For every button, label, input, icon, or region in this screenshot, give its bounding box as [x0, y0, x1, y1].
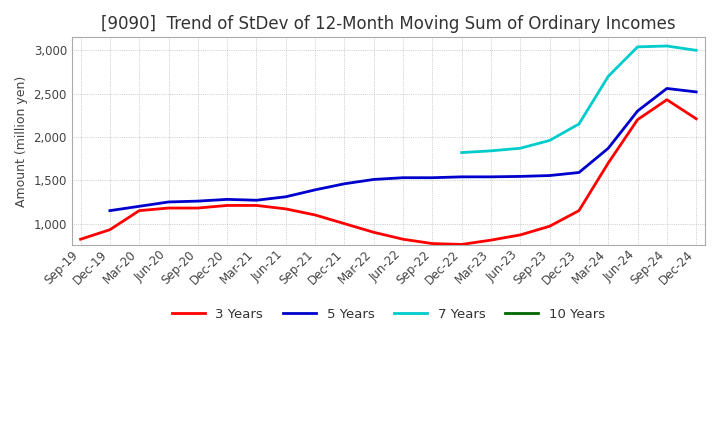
- 5 Years: [252, 198, 261, 203]
- 5 Years: [164, 199, 173, 205]
- 5 Years: [692, 89, 701, 95]
- 3 Years: [252, 203, 261, 208]
- 3 Years: [340, 221, 348, 226]
- 3 Years: [634, 117, 642, 122]
- 5 Years: [604, 146, 613, 151]
- Line: 7 Years: 7 Years: [462, 46, 696, 153]
- 3 Years: [662, 97, 671, 103]
- Legend: 3 Years, 5 Years, 7 Years, 10 Years: 3 Years, 5 Years, 7 Years, 10 Years: [166, 302, 610, 326]
- 5 Years: [457, 174, 466, 180]
- 5 Years: [194, 198, 202, 204]
- Line: 5 Years: 5 Years: [110, 88, 696, 211]
- 3 Years: [164, 205, 173, 211]
- 3 Years: [369, 230, 378, 235]
- 3 Years: [311, 213, 320, 218]
- 7 Years: [692, 48, 701, 53]
- 5 Years: [575, 170, 583, 175]
- 5 Years: [662, 86, 671, 91]
- Line: 3 Years: 3 Years: [81, 100, 696, 245]
- 3 Years: [692, 116, 701, 121]
- 5 Years: [282, 194, 290, 199]
- 3 Years: [106, 227, 114, 232]
- 5 Years: [135, 204, 143, 209]
- Title: [9090]  Trend of StDev of 12-Month Moving Sum of Ordinary Incomes: [9090] Trend of StDev of 12-Month Moving…: [101, 15, 675, 33]
- 5 Years: [223, 197, 232, 202]
- 7 Years: [516, 146, 525, 151]
- 7 Years: [457, 150, 466, 155]
- 5 Years: [340, 181, 348, 187]
- 7 Years: [545, 138, 554, 143]
- 7 Years: [604, 73, 613, 79]
- 3 Years: [487, 238, 495, 243]
- Y-axis label: Amount (million yen): Amount (million yen): [15, 76, 28, 207]
- 3 Years: [194, 205, 202, 211]
- 3 Years: [399, 237, 408, 242]
- 5 Years: [311, 187, 320, 192]
- 5 Years: [634, 108, 642, 114]
- 5 Years: [106, 208, 114, 213]
- 7 Years: [662, 44, 671, 49]
- 5 Years: [428, 175, 437, 180]
- 5 Years: [369, 177, 378, 182]
- 3 Years: [282, 206, 290, 212]
- 7 Years: [634, 44, 642, 50]
- 3 Years: [457, 242, 466, 247]
- 7 Years: [575, 121, 583, 127]
- 7 Years: [487, 148, 495, 154]
- 3 Years: [135, 208, 143, 213]
- 5 Years: [399, 175, 408, 180]
- 3 Years: [604, 160, 613, 165]
- 5 Years: [487, 174, 495, 180]
- 3 Years: [428, 241, 437, 246]
- 5 Years: [516, 174, 525, 179]
- 3 Years: [516, 232, 525, 238]
- 3 Years: [76, 237, 85, 242]
- 3 Years: [223, 203, 232, 208]
- 3 Years: [545, 224, 554, 229]
- 5 Years: [545, 173, 554, 178]
- 3 Years: [575, 208, 583, 213]
